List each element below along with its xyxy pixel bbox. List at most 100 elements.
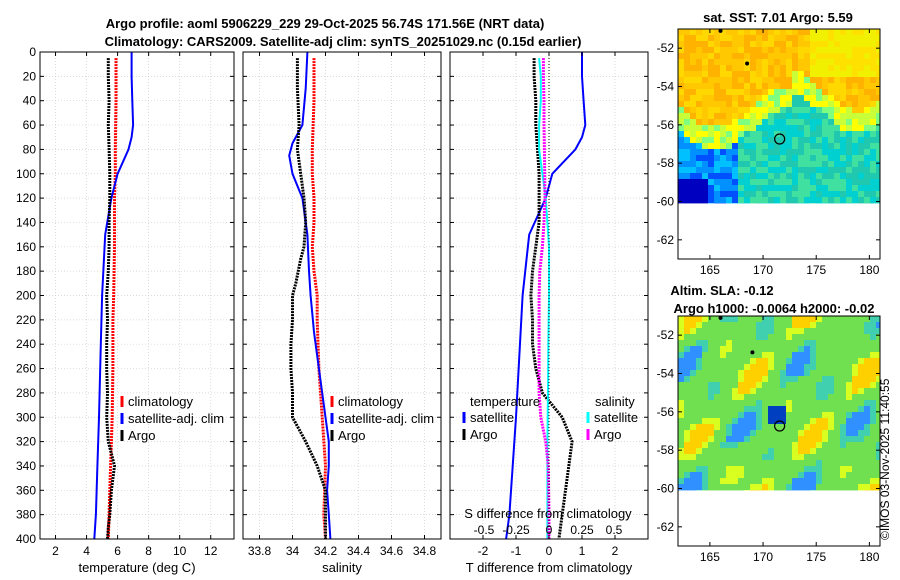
heatmap-cell (786, 173, 792, 179)
heatmap-cell (876, 101, 880, 107)
x-tick-label: 2 (52, 544, 59, 558)
heatmap-cell (828, 460, 834, 466)
heatmap-cell (798, 185, 804, 191)
heatmap-cell (750, 113, 756, 119)
heatmap-cell (780, 185, 786, 191)
heatmap-cell (792, 107, 798, 113)
heatmap-cell (738, 364, 744, 370)
heatmap-cell (786, 454, 792, 460)
heatmap-cell (780, 173, 786, 179)
legend-label: satellite (470, 410, 514, 425)
secondary-tick-label: 0.5 (606, 523, 623, 537)
heatmap-cell (816, 394, 822, 400)
heatmap-cell (816, 436, 822, 442)
heatmap-cell (852, 478, 858, 484)
heatmap-cell (678, 167, 684, 173)
heatmap-cell (798, 376, 804, 382)
heatmap-cell (816, 322, 822, 328)
heatmap-cell (732, 77, 738, 83)
heatmap-cell (768, 65, 774, 71)
heatmap-cell (768, 41, 774, 47)
heatmap-cell (702, 155, 708, 161)
heatmap-cell (840, 77, 846, 83)
heatmap-cell (792, 173, 798, 179)
heatmap-cell (834, 430, 840, 436)
heatmap-cell (828, 448, 834, 454)
heatmap-cell (822, 394, 828, 400)
heatmap-cell (684, 472, 690, 478)
heatmap-cell (708, 364, 714, 370)
heatmap-cell (708, 125, 714, 131)
heatmap-cell (852, 334, 858, 340)
heatmap-cell (756, 370, 762, 376)
heatmap-cell (834, 173, 840, 179)
heatmap-cell (696, 406, 702, 412)
heatmap-cell (720, 346, 726, 352)
heatmap-cell (726, 41, 732, 47)
series-temperature-argo (529, 58, 574, 540)
heatmap-cell (678, 376, 684, 382)
heatmap-cell (744, 376, 750, 382)
heatmap-cell (852, 460, 858, 466)
heatmap-cell (828, 472, 834, 478)
heatmap-cell (786, 59, 792, 65)
heatmap-cell (738, 472, 744, 478)
heatmap-cell (834, 161, 840, 167)
heatmap-cell (714, 149, 720, 155)
heatmap-cell (864, 119, 870, 125)
heatmap-cell (774, 352, 780, 358)
heatmap-cell (690, 71, 696, 77)
heatmap-cell (864, 472, 870, 478)
heatmap-cell (702, 53, 708, 59)
heatmap-cell (744, 47, 750, 53)
heatmap-cell (780, 119, 786, 125)
heatmap-cell (876, 191, 880, 197)
heatmap-cell (696, 47, 702, 53)
heatmap-cell (732, 143, 738, 149)
heatmap-cell (798, 400, 804, 406)
heatmap-cell (726, 460, 732, 466)
heatmap-cell (702, 424, 708, 430)
heatmap-cell (720, 155, 726, 161)
heatmap-cell (750, 191, 756, 197)
heatmap-cell (762, 472, 768, 478)
heatmap-cell (780, 179, 786, 185)
heatmap-cell (840, 155, 846, 161)
heatmap-cell (876, 47, 880, 53)
heatmap-cell (792, 484, 798, 490)
heatmap-cell (876, 119, 880, 125)
heatmap-cell (858, 484, 864, 490)
x-axis-label: salinity (322, 560, 362, 575)
heatmap-cell (816, 484, 822, 490)
heatmap-cell (720, 137, 726, 143)
heatmap-cell (870, 364, 876, 370)
heatmap-cell (774, 340, 780, 346)
heatmap-cell (828, 89, 834, 95)
heatmap-cell (840, 448, 846, 454)
heatmap-cell (726, 185, 732, 191)
heatmap-cell (684, 454, 690, 460)
heatmap-cell (846, 340, 852, 346)
heatmap-cell (852, 29, 858, 35)
heatmap-cell (870, 352, 876, 358)
heatmap-cell (786, 394, 792, 400)
heatmap-cell (744, 29, 750, 35)
heatmap-cell (732, 59, 738, 65)
heatmap-cell (870, 436, 876, 442)
heatmap-cell (858, 179, 864, 185)
heatmap-cell (822, 161, 828, 167)
heatmap-cell (852, 322, 858, 328)
heatmap-cell (744, 442, 750, 448)
heatmap-cell (840, 161, 846, 167)
heatmap-cell (732, 460, 738, 466)
heatmap-cell (786, 143, 792, 149)
heatmap-cell (786, 352, 792, 358)
heatmap-cell (762, 316, 768, 322)
heatmap-cell (702, 478, 708, 484)
heatmap-cell (774, 316, 780, 322)
heatmap-cell (768, 424, 774, 430)
heatmap-cell (792, 448, 798, 454)
heatmap-cell (786, 370, 792, 376)
heatmap-cell (798, 406, 804, 412)
heatmap-cell (798, 316, 804, 322)
